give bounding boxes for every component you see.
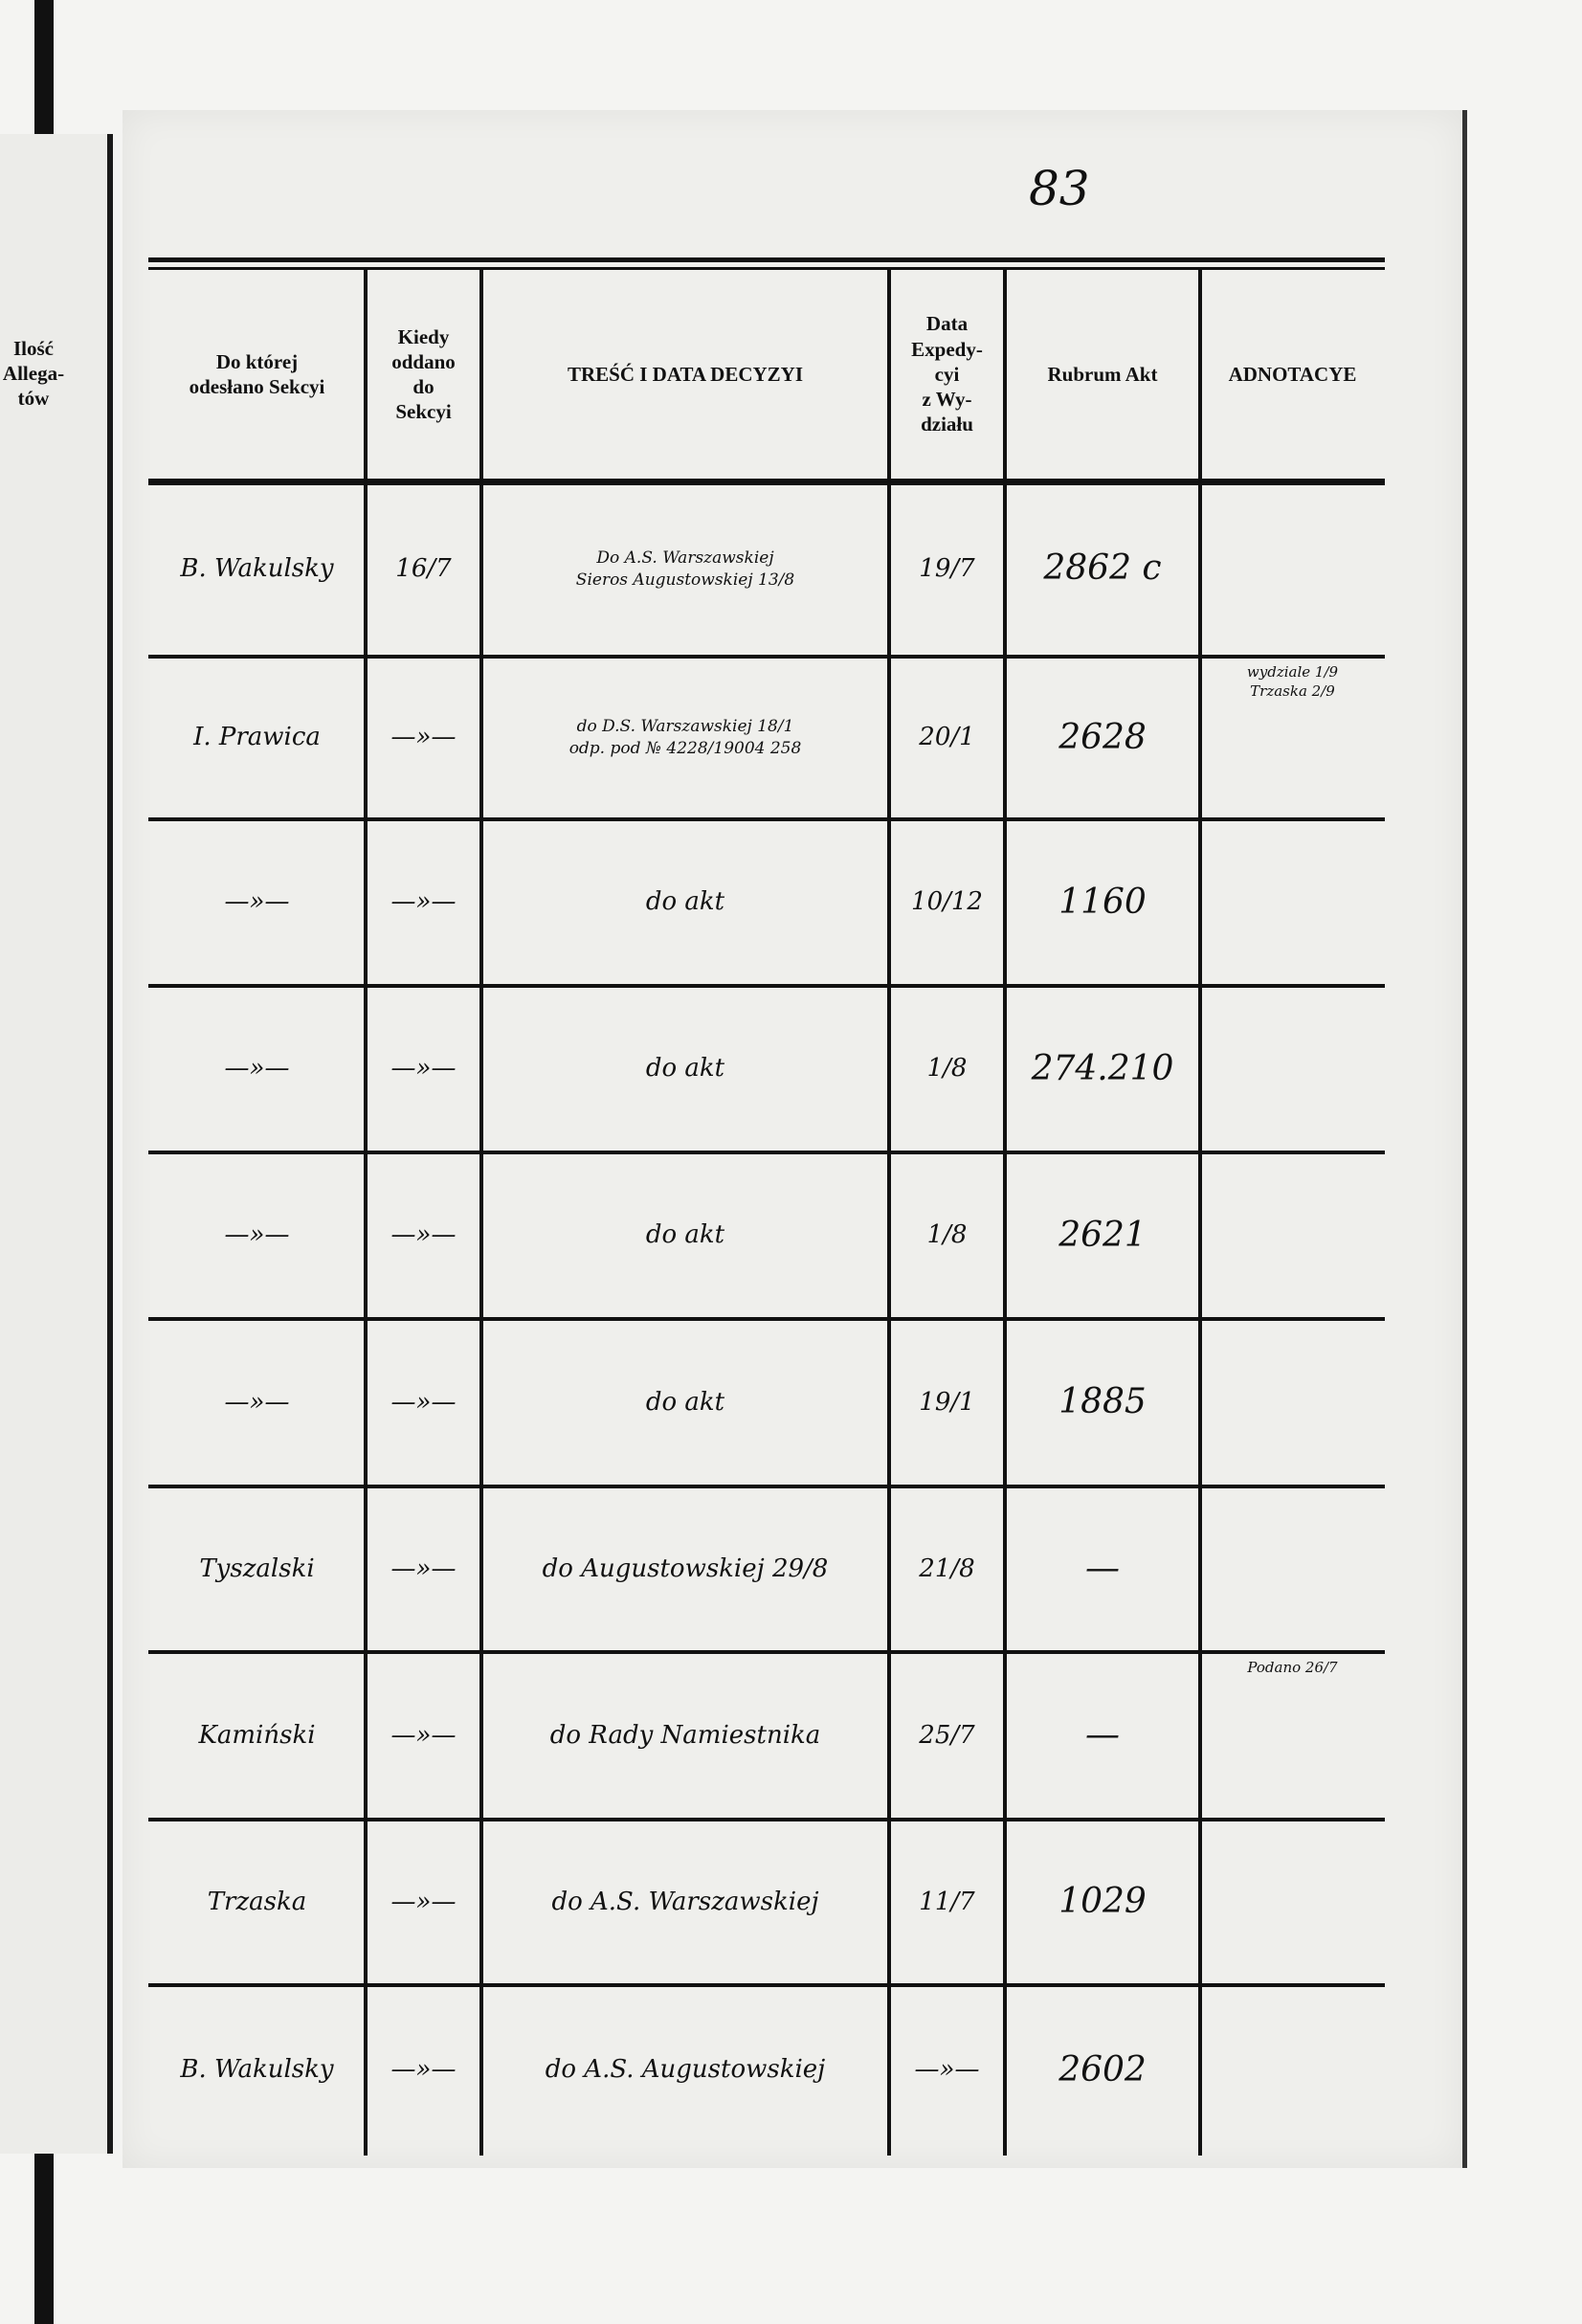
cell-rubrum: 2862 c bbox=[1043, 548, 1162, 589]
cell-data_exp: 1/8 bbox=[926, 1054, 968, 1084]
cell-data_exp: 1/8 bbox=[926, 1220, 968, 1250]
cell-tresc: do akt bbox=[645, 887, 725, 917]
cell-adnotacye bbox=[1206, 819, 1379, 992]
row-divider bbox=[148, 817, 1385, 821]
left-page-header: Ilość Allega- tów bbox=[2, 336, 65, 411]
cell-rubrum: — bbox=[1085, 1715, 1120, 1755]
cell-kiedy: —»— bbox=[390, 1553, 457, 1583]
column-header-data_exp: Data Expedy- cyi z Wy- działu bbox=[911, 312, 983, 436]
cell-tresc: do A.S. Augustowskiej bbox=[545, 2055, 826, 2085]
cell-kiedy: —»— bbox=[390, 887, 457, 917]
cell-data_exp: 19/7 bbox=[919, 553, 975, 583]
cell-tresc: do Rady Namiestnika bbox=[549, 1720, 821, 1750]
column-divider bbox=[887, 267, 891, 2156]
top-rule bbox=[148, 257, 1385, 262]
cell-sekcja: Kamiński bbox=[198, 1720, 316, 1750]
cell-rubrum: 2628 bbox=[1058, 717, 1147, 757]
row-divider bbox=[148, 1650, 1385, 1654]
cell-adnotacye: wydziale 1/9 Trzaska 2/9 bbox=[1246, 663, 1339, 701]
row-divider bbox=[148, 1317, 1385, 1321]
header-rule bbox=[148, 479, 1385, 485]
cell-tresc: do D.S. Warszawskiej 18/1 odp. pod № 422… bbox=[568, 717, 802, 758]
cell-data_exp: 10/12 bbox=[911, 887, 983, 917]
cell-rubrum: — bbox=[1085, 1549, 1120, 1589]
cell-sekcja: B. Wakulsky bbox=[180, 2055, 334, 2085]
column-divider bbox=[1198, 267, 1202, 2156]
cell-sekcja: —»— bbox=[224, 887, 290, 917]
cell-kiedy: —»— bbox=[390, 723, 457, 752]
cell-rubrum: 1029 bbox=[1058, 1882, 1147, 1922]
cell-sekcja: I. Prawica bbox=[193, 723, 321, 752]
column-divider bbox=[479, 267, 483, 2156]
cell-rubrum: 2621 bbox=[1058, 1215, 1147, 1255]
page-number: 83 bbox=[1029, 161, 1090, 216]
cell-tresc: Do A.S. Warszawskiej Sieros Augustowskie… bbox=[575, 547, 795, 590]
cell-kiedy: —»— bbox=[390, 2055, 457, 2085]
column-header-tresc: TREŚĆ I DATA DECYZYI bbox=[567, 362, 804, 386]
cell-adnotacye: Podano 26/7 bbox=[1247, 1659, 1338, 1676]
cell-kiedy: 16/7 bbox=[395, 553, 452, 583]
row-divider bbox=[148, 1151, 1385, 1154]
cell-kiedy: —»— bbox=[390, 1220, 457, 1250]
cell-adnotacye bbox=[1206, 481, 1379, 662]
cell-tresc: do akt bbox=[645, 1220, 725, 1250]
cell-adnotacye bbox=[1206, 1319, 1379, 1492]
cell-adnotacye bbox=[1206, 1820, 1379, 1991]
column-header-sekcja: Do której odesłano Sekcyi bbox=[189, 349, 325, 398]
top-rule-thin bbox=[148, 267, 1385, 270]
cell-adnotacye bbox=[1206, 1985, 1379, 2161]
cell-sekcja: —»— bbox=[224, 1054, 290, 1084]
cell-adnotacye bbox=[1206, 1486, 1379, 1658]
cell-data_exp: —»— bbox=[914, 2055, 980, 2085]
row-divider bbox=[148, 655, 1385, 659]
cell-adnotacye bbox=[1206, 1152, 1379, 1325]
cell-adnotacye bbox=[1206, 986, 1379, 1158]
cell-sekcja: —»— bbox=[224, 1220, 290, 1250]
left-page-fragment: Ilość Allega- tów bbox=[0, 134, 113, 2154]
cell-sekcja: —»— bbox=[224, 1387, 290, 1417]
column-header-rubrum: Rubrum Akt bbox=[1047, 362, 1158, 386]
cell-data_exp: 25/7 bbox=[919, 1720, 975, 1750]
cell-kiedy: —»— bbox=[390, 1387, 457, 1417]
cell-kiedy: —»— bbox=[390, 1054, 457, 1084]
row-divider bbox=[148, 984, 1385, 988]
row-divider bbox=[148, 1485, 1385, 1488]
cell-data_exp: 21/8 bbox=[919, 1553, 975, 1583]
cell-rubrum: 2602 bbox=[1058, 2049, 1147, 2089]
cell-data_exp: 11/7 bbox=[919, 1887, 975, 1916]
cell-sekcja: Tyszalski bbox=[199, 1553, 315, 1583]
column-divider bbox=[1003, 267, 1007, 2156]
cell-rubrum: 1160 bbox=[1058, 882, 1147, 922]
cell-data_exp: 19/1 bbox=[919, 1387, 975, 1417]
cell-sekcja: Trzaska bbox=[207, 1887, 307, 1916]
column-header-kiedy: Kiedy oddano do Sekcyi bbox=[391, 324, 456, 424]
column-header-adnotacye: ADNOTACYE bbox=[1228, 362, 1357, 386]
cell-tresc: do Augustowskiej 29/8 bbox=[542, 1553, 829, 1583]
cell-data_exp: 20/1 bbox=[919, 723, 975, 752]
cell-rubrum: 274.210 bbox=[1031, 1048, 1174, 1088]
column-divider bbox=[364, 267, 368, 2156]
row-divider bbox=[148, 1983, 1385, 1987]
register-page bbox=[123, 110, 1467, 2168]
row-divider bbox=[148, 1818, 1385, 1821]
cell-kiedy: —»— bbox=[390, 1887, 457, 1916]
cell-rubrum: 1885 bbox=[1058, 1382, 1147, 1422]
cell-tresc: do akt bbox=[645, 1054, 725, 1084]
cell-tresc: do A.S. Warszawskiej bbox=[551, 1887, 819, 1916]
cell-kiedy: —»— bbox=[390, 1720, 457, 1750]
cell-tresc: do akt bbox=[645, 1387, 725, 1417]
cell-sekcja: B. Wakulsky bbox=[180, 553, 334, 583]
